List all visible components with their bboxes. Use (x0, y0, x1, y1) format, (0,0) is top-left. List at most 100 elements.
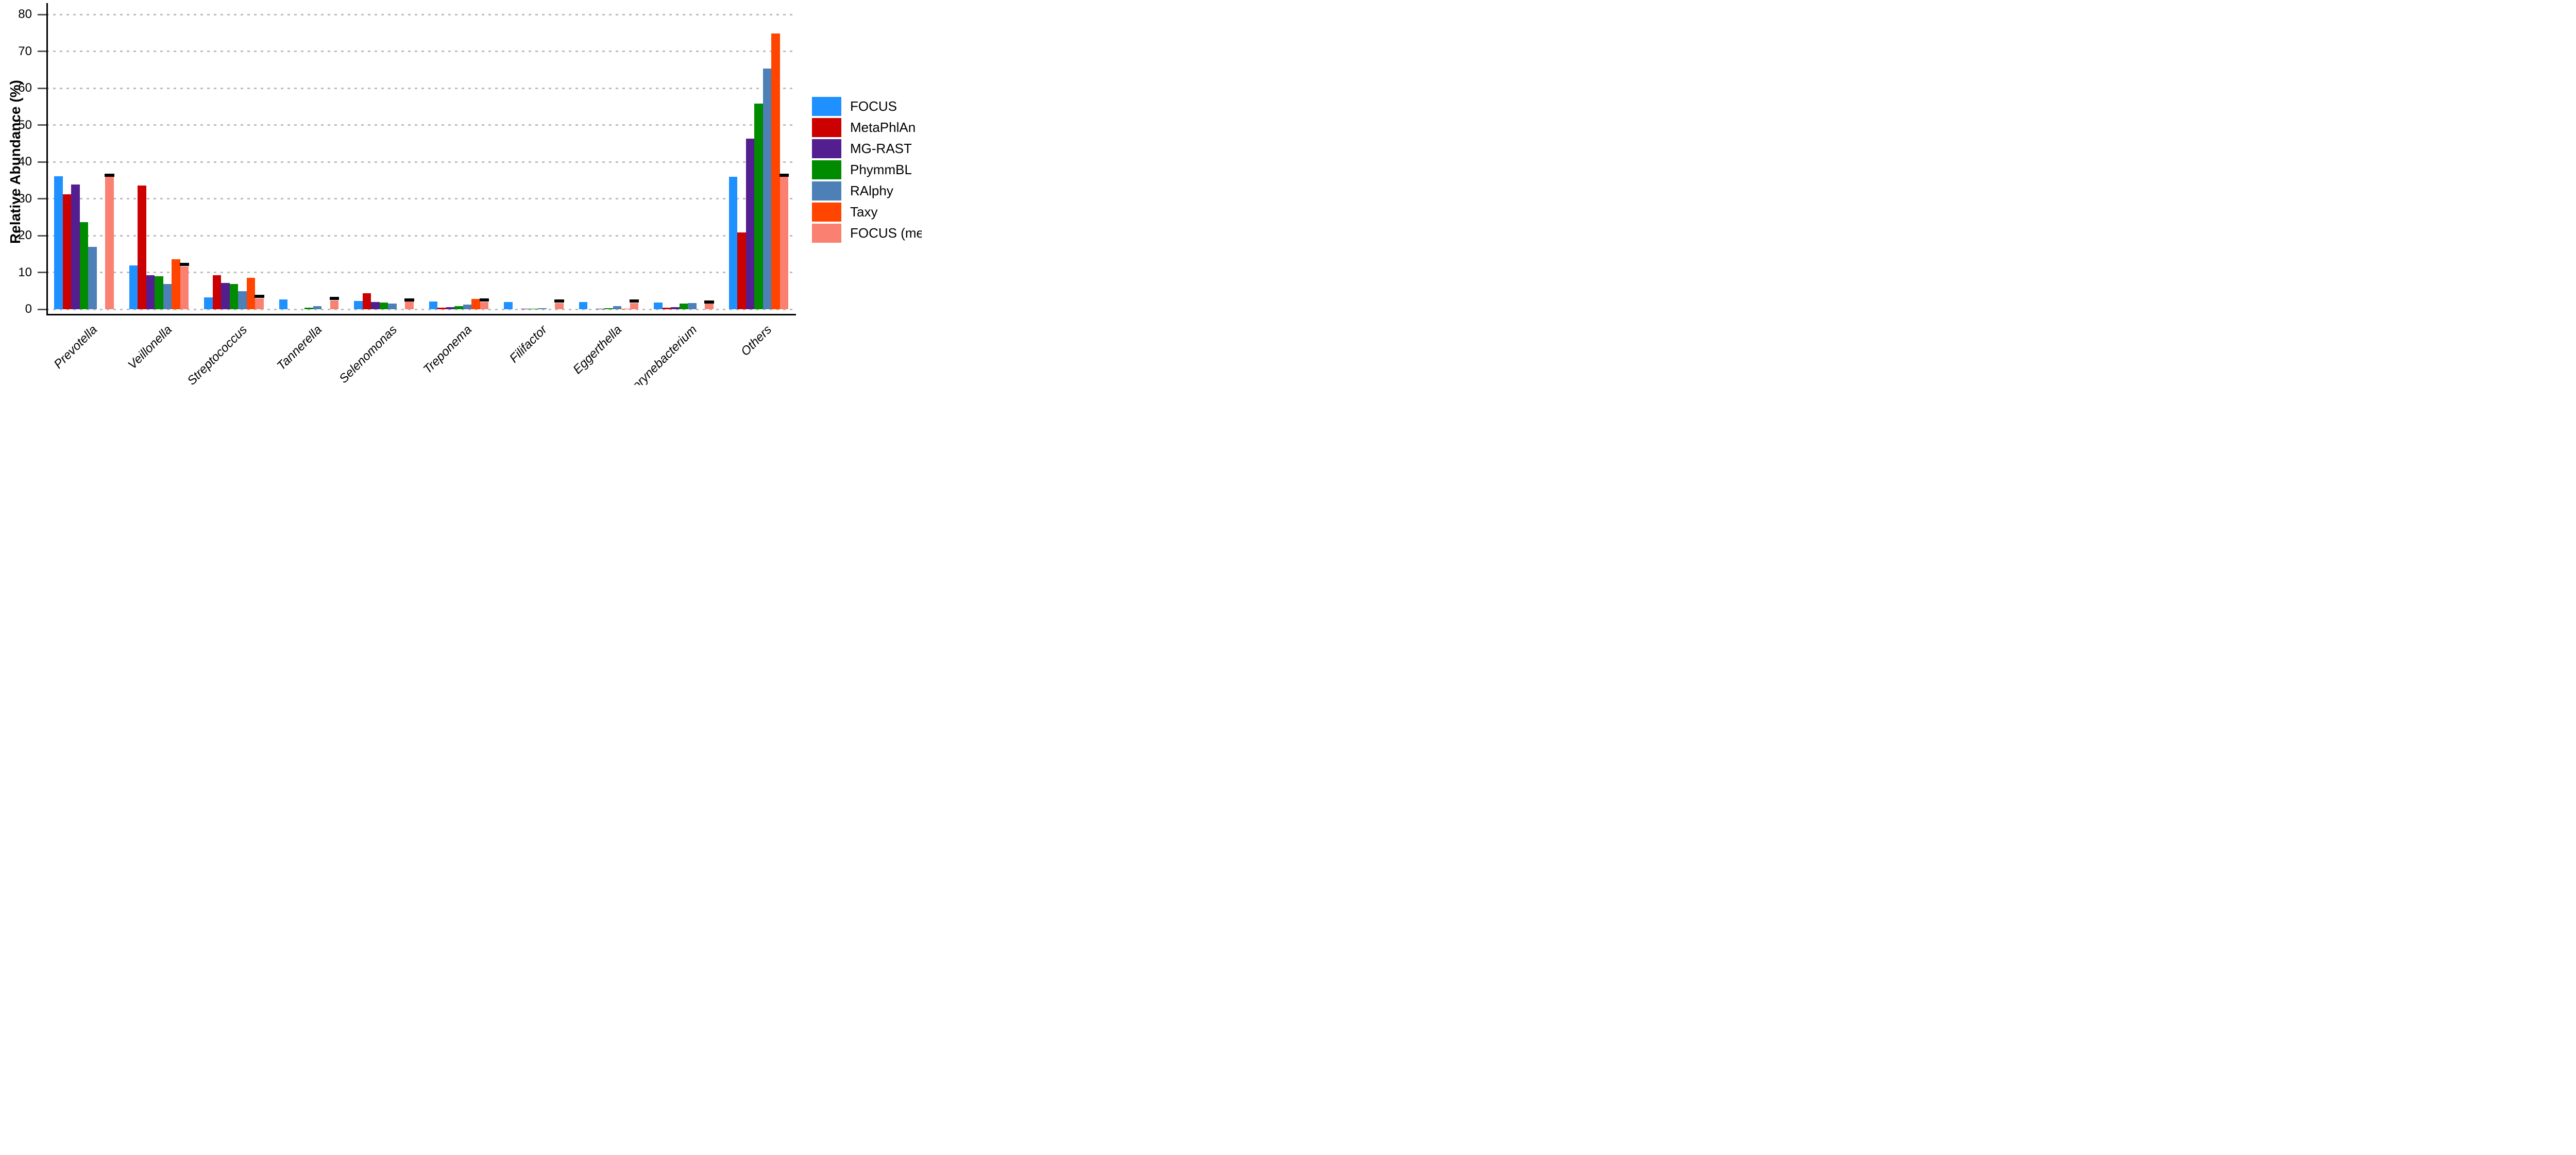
x-axis-line (46, 314, 796, 315)
bar-ralphy-prevotella (88, 247, 97, 309)
bar-focus-corynebacterium (654, 303, 663, 309)
bar-phymmbl-tannerella (304, 308, 313, 309)
legend-item-ralphy: RAlphy (812, 181, 893, 200)
legend-swatch-icon (812, 97, 841, 116)
bar-mg-rast-corynebacterium (671, 307, 680, 309)
y-tick-0 (38, 308, 46, 310)
bar-mg-rast-others (745, 138, 754, 309)
mean-marker-veillonella (179, 263, 189, 266)
bar-focus-tannerella (279, 299, 287, 309)
bar-mg-rast-treponema (446, 307, 454, 309)
bar-focus-eggerthella (579, 302, 587, 309)
legend-item-focus: FOCUS (812, 97, 897, 116)
legend-swatch-icon (812, 118, 841, 137)
bar-metaphlan-selenomonas (362, 293, 371, 309)
bar-phymmbl-eggerthella (604, 308, 613, 309)
mean-marker-eggerthella (629, 299, 639, 303)
bar-ralphy-selenomonas (388, 304, 397, 309)
gridline-40 (46, 161, 796, 163)
y-tick-10 (38, 272, 46, 273)
gridline-20 (46, 235, 796, 237)
bar-focus-mean--corynebacterium (705, 304, 714, 309)
y-tick-label-80: 80 (18, 7, 32, 21)
bar-ralphy-tannerella (313, 306, 321, 309)
legend-item-mg-rast: MG-RAST (812, 139, 912, 158)
bar-ralphy-filifactor (538, 308, 547, 309)
x-category-label-prevotella: Prevotella (51, 323, 100, 372)
mean-marker-selenomonas (404, 298, 414, 302)
bar-taxy-others (771, 34, 780, 309)
gridline-30 (46, 198, 796, 199)
bar-phymmbl-selenomonas (379, 303, 388, 309)
bar-taxy-streptococcus (246, 277, 255, 309)
legend-swatch-icon (812, 181, 841, 200)
bar-focus-mean--treponema (480, 302, 488, 309)
bar-focus-prevotella (54, 176, 63, 309)
bar-mg-rast-veillonella (146, 275, 155, 309)
gridline-0 (46, 308, 796, 310)
legend-label: MetaPhlAn (850, 120, 916, 135)
bar-metaphlan-streptococcus (212, 275, 221, 309)
y-tick-30 (38, 198, 46, 199)
legend-item-metaphlan: MetaPhlAn (812, 118, 916, 137)
gridline-60 (46, 87, 796, 89)
y-tick-label-50: 50 (18, 118, 32, 132)
bar-focus-mean--veillonella (180, 266, 189, 309)
mean-marker-streptococcus (255, 294, 264, 298)
gridline-70 (46, 51, 796, 52)
bar-focus-filifactor (504, 302, 513, 309)
legend-swatch-icon (812, 224, 841, 243)
y-tick-label-60: 60 (18, 81, 32, 95)
bar-taxy-veillonella (172, 259, 180, 309)
legend-label: FOCUS (850, 98, 897, 114)
bar-phymmbl-treponema (454, 306, 463, 309)
legend-item-taxy: Taxy (812, 203, 877, 222)
y-tick-50 (38, 124, 46, 126)
bar-focus-mean--others (779, 177, 788, 309)
legend-label: Taxy (850, 204, 878, 220)
bar-focus-mean--prevotella (105, 176, 114, 309)
mean-marker-prevotella (105, 173, 114, 177)
y-tick-20 (38, 235, 46, 237)
legend-label: PhymmBL (850, 162, 912, 177)
legend-item-phymmbl: PhymmBL (812, 160, 912, 179)
bar-phymmbl-veillonella (155, 276, 163, 309)
bar-metaphlan-prevotella (62, 194, 71, 309)
legend-label: FOCUS (mean) (850, 225, 922, 241)
bar-focus-mean--eggerthella (630, 303, 638, 309)
bar-focus-mean--tannerella (330, 300, 338, 309)
bar-phymmbl-others (754, 104, 763, 309)
y-tick-60 (38, 87, 46, 89)
y-tick-label-40: 40 (18, 155, 32, 169)
bar-focus-mean--streptococcus (255, 298, 264, 309)
legend-item-focus-mean-: FOCUS (mean) (812, 224, 922, 243)
legend-label: MG-RAST (850, 141, 912, 156)
bar-focus-veillonella (129, 265, 138, 309)
mean-marker-corynebacterium (704, 300, 714, 304)
bar-ralphy-veillonella (163, 284, 172, 309)
relative-abundance-bar-chart: Relative Abundance (%) 0 10 20 30 40 50 60 70 80… (0, 0, 922, 385)
bar-ralphy-others (762, 69, 771, 309)
bar-phymmbl-streptococcus (229, 284, 238, 309)
bar-focus-treponema (429, 301, 437, 309)
bar-mg-rast-streptococcus (221, 283, 230, 309)
bar-metaphlan-treponema (437, 308, 446, 309)
mean-marker-filifactor (554, 299, 564, 303)
mean-marker-others (779, 173, 789, 177)
bar-ralphy-eggerthella (613, 306, 621, 309)
y-tick-label-10: 10 (18, 265, 32, 279)
bar-mg-rast-prevotella (71, 184, 80, 309)
bar-focus-mean--filifactor (555, 303, 564, 309)
legend-swatch-icon (812, 203, 841, 222)
y-tick-80 (38, 13, 46, 15)
bar-taxy-treponema (471, 298, 480, 309)
bar-focus-others (728, 176, 737, 309)
gridline-80 (46, 13, 796, 15)
mean-marker-treponema (479, 298, 489, 302)
legend-label: RAlphy (850, 183, 893, 198)
bar-phymmbl-corynebacterium (679, 304, 688, 309)
y-tick-label-20: 20 (18, 228, 32, 242)
y-axis-line (46, 3, 48, 314)
bar-ralphy-corynebacterium (688, 303, 697, 309)
legend-swatch-icon (812, 139, 841, 158)
